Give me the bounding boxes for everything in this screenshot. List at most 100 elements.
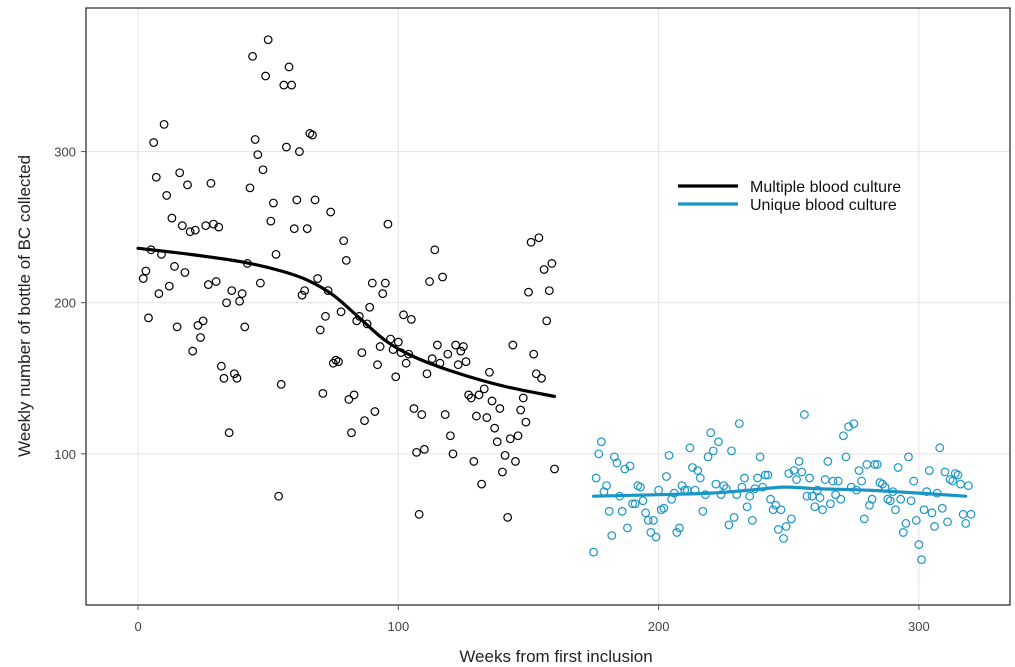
multiple-blood-culture-point <box>170 262 179 271</box>
multiple-blood-culture-point <box>550 464 559 474</box>
unique-blood-culture-point <box>589 547 598 557</box>
unique-blood-culture-point <box>870 460 880 469</box>
multiple-blood-culture-point <box>188 346 198 356</box>
multiple-blood-culture-point <box>521 417 531 427</box>
unique-blood-culture-point <box>729 512 739 522</box>
trend-lines <box>136 246 968 498</box>
unique-blood-culture-point <box>818 505 827 515</box>
multiple-blood-culture-point <box>222 298 231 308</box>
multiple-blood-culture-point <box>425 277 434 286</box>
y-tick-label: 300 <box>54 145 76 160</box>
multiple-blood-culture-point <box>474 390 484 400</box>
unique-blood-culture-point <box>630 499 640 509</box>
multiple-blood-culture-point <box>237 289 247 299</box>
unique-blood-culture-point <box>727 446 736 456</box>
multiple-blood-culture-point <box>295 147 304 156</box>
multiple-blood-culture-point <box>211 277 221 286</box>
unique-blood-culture-point <box>719 481 729 491</box>
multiple-blood-culture-point <box>516 405 526 415</box>
multiple-blood-culture-point <box>544 286 554 296</box>
unique-blood-culture-point <box>617 506 627 516</box>
multiple-blood-culture-point <box>365 302 375 312</box>
multiple-blood-culture-point <box>175 168 185 178</box>
unique-blood-culture-point <box>747 515 757 525</box>
multiple-blood-culture-point <box>183 180 192 190</box>
x-tick-label: 0 <box>134 619 141 634</box>
unique-blood-culture-point <box>802 491 812 501</box>
unique-blood-culture-point <box>799 410 809 419</box>
unique-blood-culture-point <box>685 443 695 453</box>
multiple-blood-culture-point <box>412 447 421 457</box>
multiple-blood-culture-point <box>172 322 182 332</box>
y-tick-label: 100 <box>54 447 76 462</box>
multiple-blood-culture-point <box>284 62 294 72</box>
multiple-blood-culture-point <box>453 360 463 370</box>
multiple-blood-culture-point <box>409 404 419 413</box>
multiple-blood-culture-point <box>547 259 557 268</box>
multiple-blood-culture-point <box>328 358 338 368</box>
multiple-blood-culture-point <box>141 266 151 276</box>
unique-blood-culture-point <box>693 466 703 475</box>
unique-blood-culture-point <box>896 494 906 504</box>
multiple-blood-culture-point <box>227 286 237 296</box>
unique-blood-culture-point <box>924 466 934 475</box>
multiple-blood-culture-point <box>282 142 291 152</box>
unique-blood-culture-point <box>823 457 833 466</box>
multiple-blood-culture-point <box>456 346 466 356</box>
multiple-blood-culture-point <box>253 150 263 160</box>
unique-blood-culture-point <box>622 523 632 533</box>
multiple-blood-culture-point <box>151 172 161 182</box>
unique-blood-culture-point <box>930 522 939 531</box>
unique-blood-culture-point <box>695 473 705 483</box>
multiple-blood-culture-point <box>315 325 325 335</box>
unique-blood-culture-point <box>935 443 945 453</box>
unique-blood-culture-point <box>878 479 887 489</box>
multiple-blood-culture-point <box>367 278 377 288</box>
unique-blood-culture-point <box>872 460 882 469</box>
multiple-blood-culture-point <box>271 249 281 259</box>
multiple-blood-culture-point <box>318 389 328 398</box>
multiple-blood-culture-point <box>482 413 492 422</box>
unique-blood-culture-point <box>646 528 656 537</box>
unique-blood-culture-point <box>810 502 820 512</box>
unique-blood-culture-point <box>703 452 713 462</box>
x-tick-label: 200 <box>648 619 670 634</box>
multiple-blood-culture-point <box>224 428 234 438</box>
unique-blood-culture-legend-label: Unique blood culture <box>750 197 897 214</box>
unique-blood-culture-point <box>716 490 726 500</box>
multiple-blood-culture-point <box>505 434 515 444</box>
multiple-blood-culture-point <box>339 236 349 246</box>
unique-blood-culture-point <box>857 476 867 486</box>
multiple-blood-culture-point <box>427 354 437 364</box>
unique-blood-culture-point <box>836 494 846 504</box>
unique-blood-culture-point <box>786 514 796 524</box>
multiple-blood-culture-point <box>419 444 429 454</box>
multiple-blood-culture-point <box>248 51 257 61</box>
unique-blood-culture-point <box>763 470 773 480</box>
unique-blood-culture-point <box>662 472 671 481</box>
multiple-blood-culture-point <box>531 369 541 379</box>
multiple-blood-culture-point <box>490 423 500 433</box>
multiple-blood-culture-point <box>399 310 408 320</box>
multiple-blood-culture-point <box>498 467 507 477</box>
multiple-blood-culture-point <box>196 333 205 342</box>
multiple-blood-culture-point <box>443 349 453 359</box>
multiple-blood-culture-point <box>422 369 432 379</box>
multiple-blood-culture-point <box>177 221 187 231</box>
multiple-blood-culture-point <box>203 280 213 289</box>
multiple-blood-culture-point <box>250 135 260 144</box>
multiple-blood-culture-point <box>308 130 317 140</box>
multiple-blood-culture-point <box>261 71 270 81</box>
multiple-blood-culture-point <box>438 272 447 282</box>
multiple-blood-culture-point <box>464 390 474 400</box>
multiple-blood-culture-point <box>461 357 471 367</box>
unique-blood-culture-point <box>826 499 835 509</box>
multiple-blood-culture-point <box>289 224 299 234</box>
multiple-blood-culture-point <box>336 307 346 317</box>
multiple-blood-culture-point <box>269 198 278 208</box>
multiple-blood-culture-point <box>401 358 411 368</box>
unique-blood-culture-point <box>641 508 651 518</box>
multiple-blood-culture-point <box>235 296 244 306</box>
multiple-blood-culture-point <box>159 119 169 129</box>
